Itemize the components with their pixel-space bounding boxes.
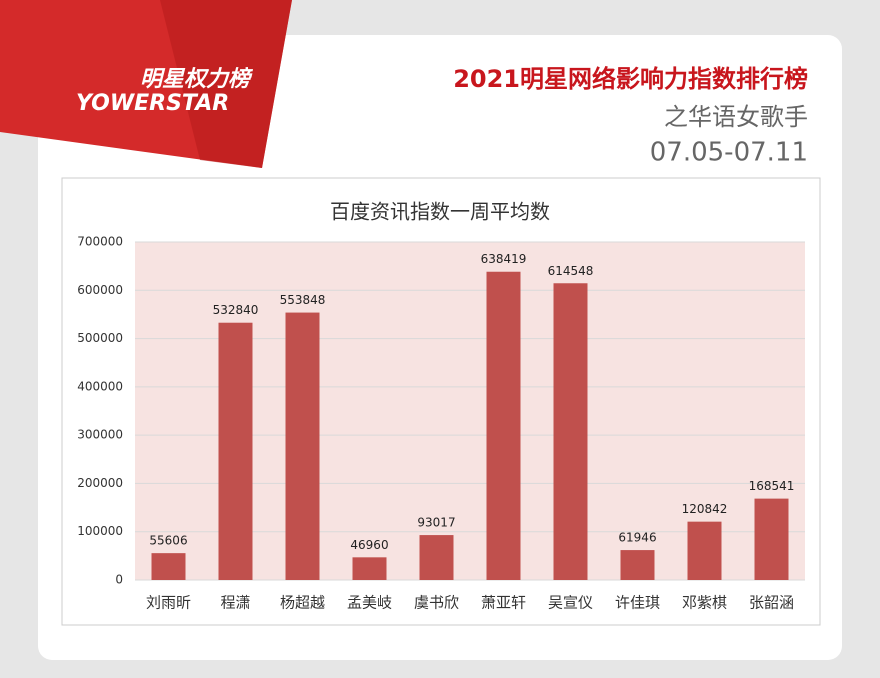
plot: 0 100000 200000 300000 400000 500000 600000 700…: [77, 235, 805, 612]
x-tick-label: 虞书欣: [414, 594, 459, 612]
y-tick-label: 100000: [77, 524, 123, 538]
bar: [553, 283, 588, 580]
x-tick-label: 孟美岐: [347, 594, 392, 612]
y-tick-label: 700000: [77, 235, 123, 249]
y-tick-label: 400000: [77, 379, 123, 393]
x-tick-label: 萧亚轩: [481, 594, 526, 612]
value-label: 120842: [682, 502, 728, 516]
bar: [285, 312, 320, 580]
y-tick-label: 0: [115, 573, 123, 587]
bar: [620, 550, 655, 580]
y-tick-label: 300000: [77, 428, 123, 442]
bar: [352, 557, 387, 580]
value-label: 614548: [548, 264, 594, 278]
value-label: 55606: [149, 534, 187, 548]
bar: [754, 498, 789, 580]
x-tick-label: 程潇: [220, 594, 250, 612]
x-tick-label: 刘雨昕: [146, 594, 191, 612]
y-tick-label: 600000: [77, 283, 123, 297]
value-label: 553848: [280, 293, 326, 307]
x-tick-label: 杨超越: [280, 594, 325, 612]
value-label: 532840: [213, 303, 259, 317]
chart-title: 百度资讯指数一周平均数: [330, 200, 550, 224]
x-tick-label: 吴宣仪: [548, 594, 593, 612]
value-label: 46960: [350, 538, 388, 552]
value-label: 93017: [417, 516, 455, 530]
y-tick-label: 500000: [77, 331, 123, 345]
bar: [687, 521, 722, 580]
bar: [486, 271, 521, 580]
value-label: 61946: [618, 531, 656, 545]
bar: [218, 322, 253, 580]
header-date: 07.05-07.11: [650, 138, 808, 168]
value-label: 168541: [749, 479, 795, 493]
brand-en: YOWERSTAR: [76, 91, 229, 116]
bar: [419, 535, 454, 580]
x-tick-label: 邓紫棋: [682, 594, 727, 612]
header-subtitle: 之华语女歌手: [664, 103, 808, 131]
header-title: 2021明星网络影响力指数排行榜: [453, 65, 808, 93]
bar: [151, 553, 186, 580]
value-label: 638419: [481, 252, 527, 266]
x-tick-label: 张韶涵: [749, 594, 794, 612]
y-tick-label: 200000: [77, 476, 123, 490]
x-tick-label: 许佳琪: [615, 594, 660, 612]
banner-shade: [160, 0, 292, 168]
brand-cn: 明星权力榜: [140, 66, 254, 92]
